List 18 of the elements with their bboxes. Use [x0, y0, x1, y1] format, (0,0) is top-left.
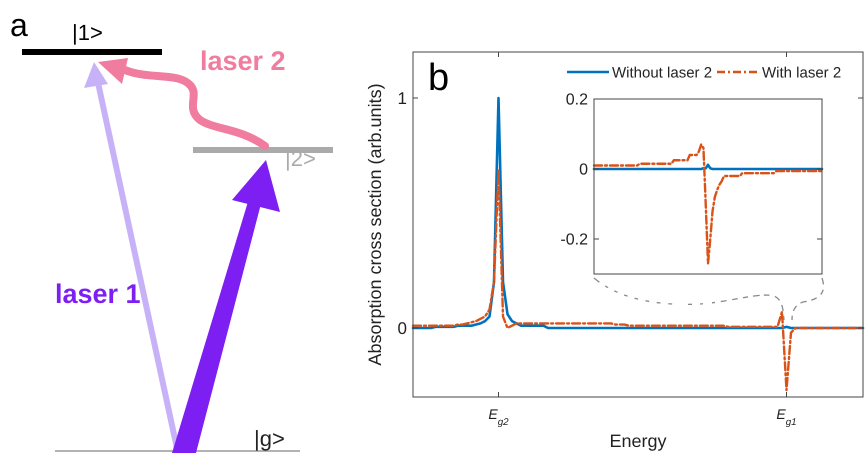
x-tick-label: E$_{g1}$: [776, 406, 797, 428]
y-tick-label: -0.2: [560, 232, 588, 249]
x-tick-label: E$_{g2}$: [488, 406, 510, 428]
text: |1>: [72, 20, 103, 45]
text: |g>: [254, 426, 285, 451]
text: a: [10, 7, 28, 43]
y-tick-label: 0.2: [566, 92, 588, 109]
x-axis-title: Energy: [609, 431, 667, 451]
text: laser 1: [55, 279, 141, 309]
line-series: [592, 143, 824, 265]
y-axis-title: Absorption cross section (arb.units): [365, 83, 385, 366]
y-tick-label: 0: [579, 162, 588, 179]
chart-title: b: [428, 57, 450, 99]
legend-label: Without laser 2: [612, 64, 712, 82]
legend-label: With laser 2: [762, 64, 842, 82]
y-tick-label: 1: [398, 88, 407, 108]
text: laser 2: [200, 46, 286, 76]
y-tick-label: 0: [398, 318, 407, 338]
